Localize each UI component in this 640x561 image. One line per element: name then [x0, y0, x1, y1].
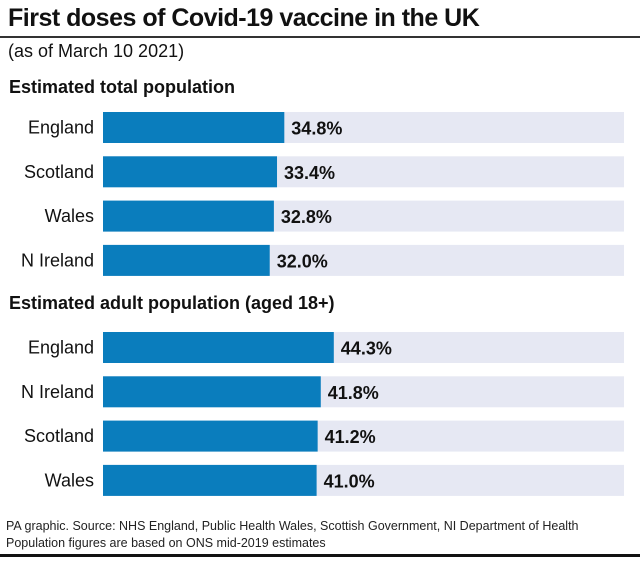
- bar-wales: [103, 464, 317, 496]
- bar-n-ireland: [103, 244, 270, 276]
- category-label: N Ireland: [21, 382, 94, 402]
- data-label: 41.0%: [324, 471, 375, 491]
- chart-subtitle: (as of March 10 2021): [8, 41, 185, 61]
- category-label: England: [28, 118, 94, 138]
- data-label: 32.8%: [281, 207, 332, 227]
- chart-title: First doses of Covid-19 vaccine in the U…: [8, 4, 480, 32]
- bar-scotland: [103, 156, 278, 188]
- category-label: N Ireland: [21, 250, 94, 270]
- bar-england: [103, 332, 334, 363]
- source-note: PA graphic. Source: NHS England, Public …: [6, 519, 579, 533]
- bar-scotland: [103, 420, 318, 452]
- title-divider: [0, 36, 640, 38]
- data-label: 41.8%: [328, 383, 379, 403]
- bar-wales: [103, 200, 274, 232]
- category-label: Wales: [45, 470, 94, 490]
- data-label: 33.4%: [284, 163, 335, 183]
- panel-title: Estimated total population: [9, 77, 235, 97]
- population-note: Population figures are based on ONS mid-…: [6, 536, 326, 550]
- data-label: 34.8%: [291, 119, 342, 139]
- category-label: Scotland: [24, 426, 94, 446]
- category-label: Scotland: [24, 162, 94, 182]
- category-label: Wales: [45, 206, 94, 226]
- category-label: England: [28, 338, 94, 358]
- panel-title: Estimated adult population (aged 18+): [9, 293, 335, 313]
- data-label: 41.2%: [325, 427, 376, 447]
- bottom-divider: [0, 554, 640, 557]
- data-label: 44.3%: [341, 339, 392, 359]
- bar-england: [103, 112, 285, 143]
- data-label: 32.0%: [277, 251, 328, 271]
- bar-n-ireland: [103, 376, 321, 408]
